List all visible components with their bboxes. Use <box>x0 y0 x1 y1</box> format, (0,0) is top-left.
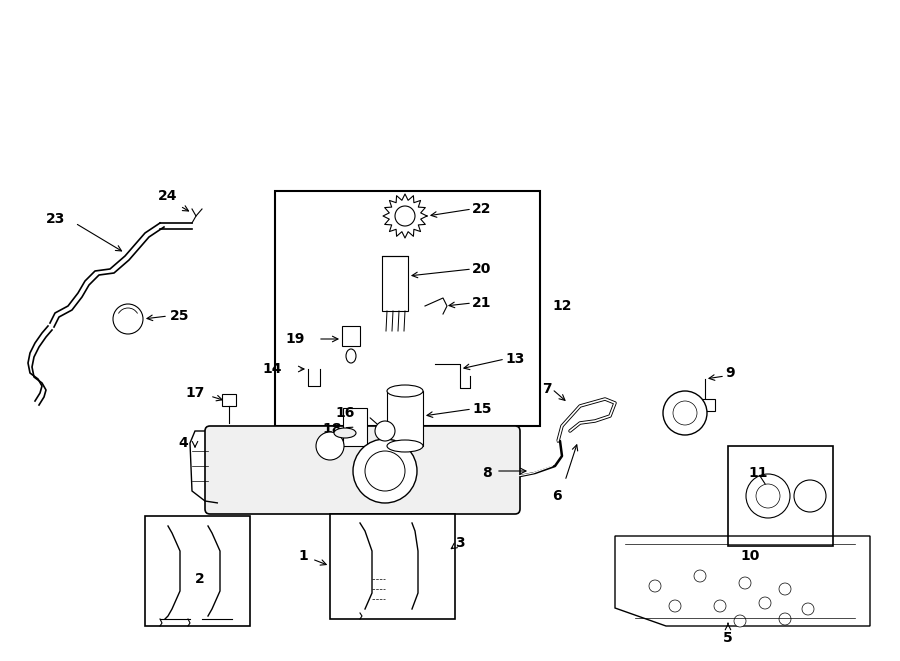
Text: 20: 20 <box>472 262 491 276</box>
Circle shape <box>673 401 697 425</box>
Circle shape <box>714 600 726 612</box>
Text: 10: 10 <box>741 549 760 563</box>
Text: 12: 12 <box>552 299 572 313</box>
Text: 22: 22 <box>472 202 491 216</box>
Text: 5: 5 <box>723 631 733 645</box>
Text: 17: 17 <box>185 386 205 400</box>
Circle shape <box>802 603 814 615</box>
Bar <box>695 399 715 411</box>
Circle shape <box>316 432 344 460</box>
Circle shape <box>663 391 707 435</box>
Text: 23: 23 <box>46 212 65 226</box>
Bar <box>382 256 408 311</box>
Bar <box>728 446 833 546</box>
Text: 7: 7 <box>542 382 552 396</box>
Circle shape <box>756 484 780 508</box>
Text: 19: 19 <box>285 332 305 346</box>
Text: 13: 13 <box>505 352 525 366</box>
Circle shape <box>669 600 681 612</box>
Text: 25: 25 <box>170 309 190 323</box>
Circle shape <box>759 597 771 609</box>
Text: 2: 2 <box>195 572 205 586</box>
Text: 8: 8 <box>482 466 491 480</box>
Text: 3: 3 <box>455 536 464 550</box>
Bar <box>275 191 540 426</box>
Circle shape <box>395 206 415 226</box>
Ellipse shape <box>387 440 423 452</box>
Text: 9: 9 <box>725 366 734 380</box>
Circle shape <box>779 613 791 625</box>
Circle shape <box>734 615 746 627</box>
Bar <box>145 516 250 626</box>
Text: 6: 6 <box>552 489 562 503</box>
Text: 15: 15 <box>472 402 491 416</box>
Polygon shape <box>383 194 427 238</box>
Text: 16: 16 <box>336 406 355 420</box>
Ellipse shape <box>346 349 356 363</box>
Text: 24: 24 <box>158 189 178 203</box>
Circle shape <box>739 577 751 589</box>
Ellipse shape <box>387 385 423 397</box>
Circle shape <box>779 583 791 595</box>
Bar <box>342 326 360 346</box>
Circle shape <box>746 474 790 518</box>
Circle shape <box>113 304 143 334</box>
Bar <box>222 394 236 406</box>
Text: 4: 4 <box>178 436 188 450</box>
Bar <box>387 391 423 446</box>
Circle shape <box>353 439 417 503</box>
Ellipse shape <box>334 428 356 438</box>
Circle shape <box>649 580 661 592</box>
FancyBboxPatch shape <box>205 426 520 514</box>
Text: 18: 18 <box>322 422 342 436</box>
Text: 21: 21 <box>472 296 491 310</box>
Text: 11: 11 <box>748 466 768 480</box>
Circle shape <box>694 570 706 582</box>
Bar <box>343 408 367 446</box>
Circle shape <box>375 421 395 441</box>
Text: 14: 14 <box>263 362 282 376</box>
Circle shape <box>365 451 405 491</box>
Text: 1: 1 <box>298 549 308 563</box>
Circle shape <box>794 480 826 512</box>
Bar <box>330 514 455 619</box>
